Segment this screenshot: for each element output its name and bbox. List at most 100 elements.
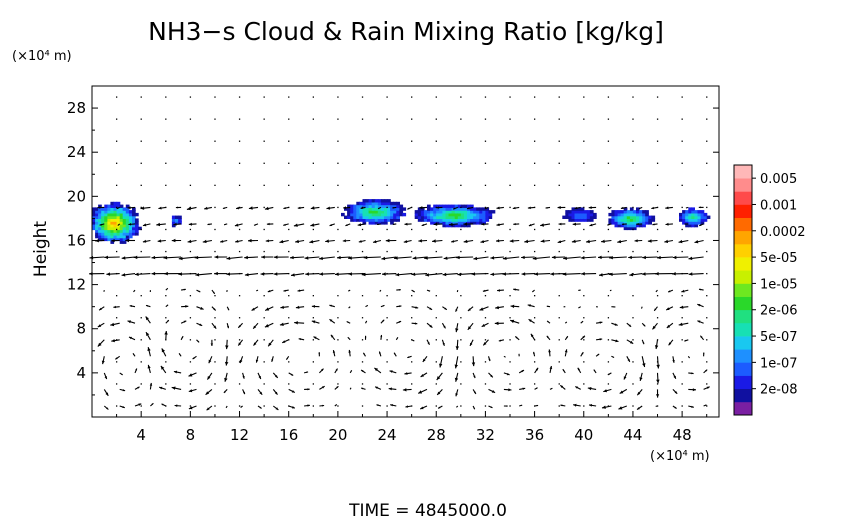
cloud-cell	[101, 232, 105, 236]
wind-arrowhead	[396, 337, 398, 339]
cloud-cell	[347, 212, 351, 217]
cloud-cell	[384, 218, 388, 222]
grid-dot	[583, 162, 585, 164]
cloud-cell	[617, 223, 622, 228]
grid-dot	[435, 272, 437, 275]
wind-arrowhead	[253, 342, 257, 346]
colorbar-frame	[733, 164, 753, 416]
wind-arrowhead	[307, 388, 310, 391]
wind-arrowhead	[545, 207, 548, 209]
cloud-cell	[132, 221, 136, 225]
wind-arrowhead	[443, 256, 448, 260]
cloud-cell	[92, 215, 96, 219]
grid-dot	[706, 118, 708, 120]
cloud-cell	[353, 218, 357, 222]
wind-arrowhead	[679, 305, 684, 309]
cloud-cell	[110, 204, 115, 208]
cloud-cell	[423, 215, 428, 219]
cloud-cell	[476, 212, 480, 217]
cloud-cell	[700, 221, 705, 225]
cloud-cell	[565, 210, 569, 214]
cloud-cell	[691, 215, 695, 219]
grid-dot	[386, 250, 388, 253]
wind-arrowhead	[135, 368, 137, 371]
wind-arrowhead	[599, 321, 603, 324]
wind-arrowhead	[350, 370, 352, 372]
grid-dot	[312, 405, 314, 407]
grid-dot	[411, 295, 413, 297]
y-tick-label: 4	[76, 364, 86, 382]
cloud-cell	[377, 212, 382, 217]
cloud-cell	[113, 221, 118, 225]
cloud-cell	[113, 229, 118, 233]
grid-dot	[706, 228, 708, 231]
grid-dot	[337, 96, 339, 98]
wind-arrowhead	[291, 390, 295, 393]
wind-arrowhead	[244, 255, 248, 260]
cloud-cell	[682, 212, 686, 217]
cloud-cell	[380, 218, 385, 222]
grid-dot	[656, 228, 659, 231]
cloud-cell	[454, 215, 459, 219]
cloud-cell	[374, 218, 379, 222]
cloud-cell	[470, 204, 474, 208]
grid-dot	[386, 295, 388, 297]
cloud-cell	[436, 204, 440, 208]
wind-arrowhead	[293, 223, 298, 227]
grid-dot	[386, 162, 388, 164]
grid-dot	[214, 339, 216, 341]
grid-dot	[263, 96, 265, 98]
y-tick-label: 28	[67, 99, 86, 117]
grid-dot	[238, 339, 241, 341]
grid-dot	[386, 96, 388, 98]
cloud-cell	[583, 215, 588, 219]
grid-dot	[484, 361, 487, 363]
wind-arrowhead	[603, 389, 607, 393]
cloud-cell	[682, 215, 686, 219]
mixing-ratio-field	[92, 199, 711, 244]
cloud-cell	[629, 223, 634, 228]
cloud-cell	[700, 210, 705, 214]
wind-arrowhead	[442, 272, 447, 277]
cloud-cell	[420, 207, 425, 211]
wind-arrowhead	[455, 346, 459, 350]
wind-arrowhead	[442, 343, 445, 346]
wind-arrowhead	[549, 366, 553, 369]
cloud-cell	[125, 229, 130, 233]
cloud-cell	[116, 210, 121, 214]
wind-arrowhead	[318, 352, 321, 354]
grid-dot	[361, 184, 364, 186]
wind-arrowhead	[239, 359, 243, 364]
colorbar-swatch	[734, 230, 752, 245]
grid-dot	[460, 96, 462, 98]
cloud-cell	[580, 207, 585, 211]
grid-dot	[361, 383, 364, 385]
grid-dot	[337, 383, 339, 385]
cloud-cell	[417, 215, 422, 219]
grid-dot	[115, 184, 118, 186]
wind-arrowhead	[160, 365, 165, 370]
cloud-cell	[374, 221, 379, 225]
wind-arrowhead	[158, 206, 162, 210]
grid-dot	[386, 339, 388, 341]
grid-dot	[681, 96, 683, 98]
wind-arrowhead	[104, 255, 108, 260]
cloud-cell	[178, 215, 182, 219]
colorbar-swatch	[734, 388, 752, 403]
cloud-cell	[116, 212, 121, 217]
cloud-cell	[645, 215, 649, 219]
grid-dot	[115, 228, 118, 231]
cloud-cell	[122, 218, 127, 222]
wind-arrowhead	[684, 339, 687, 342]
cloud-cell	[629, 218, 634, 222]
cloud-cell	[639, 223, 643, 228]
grid-dot	[140, 118, 142, 120]
cloud-cell	[577, 218, 582, 222]
wind-arrowhead	[527, 206, 531, 210]
grid-dot	[263, 184, 265, 186]
cloud-cell	[107, 223, 112, 228]
grid-dot	[263, 118, 265, 120]
cloud-cell	[608, 218, 613, 222]
wind-arrowhead	[117, 224, 119, 226]
